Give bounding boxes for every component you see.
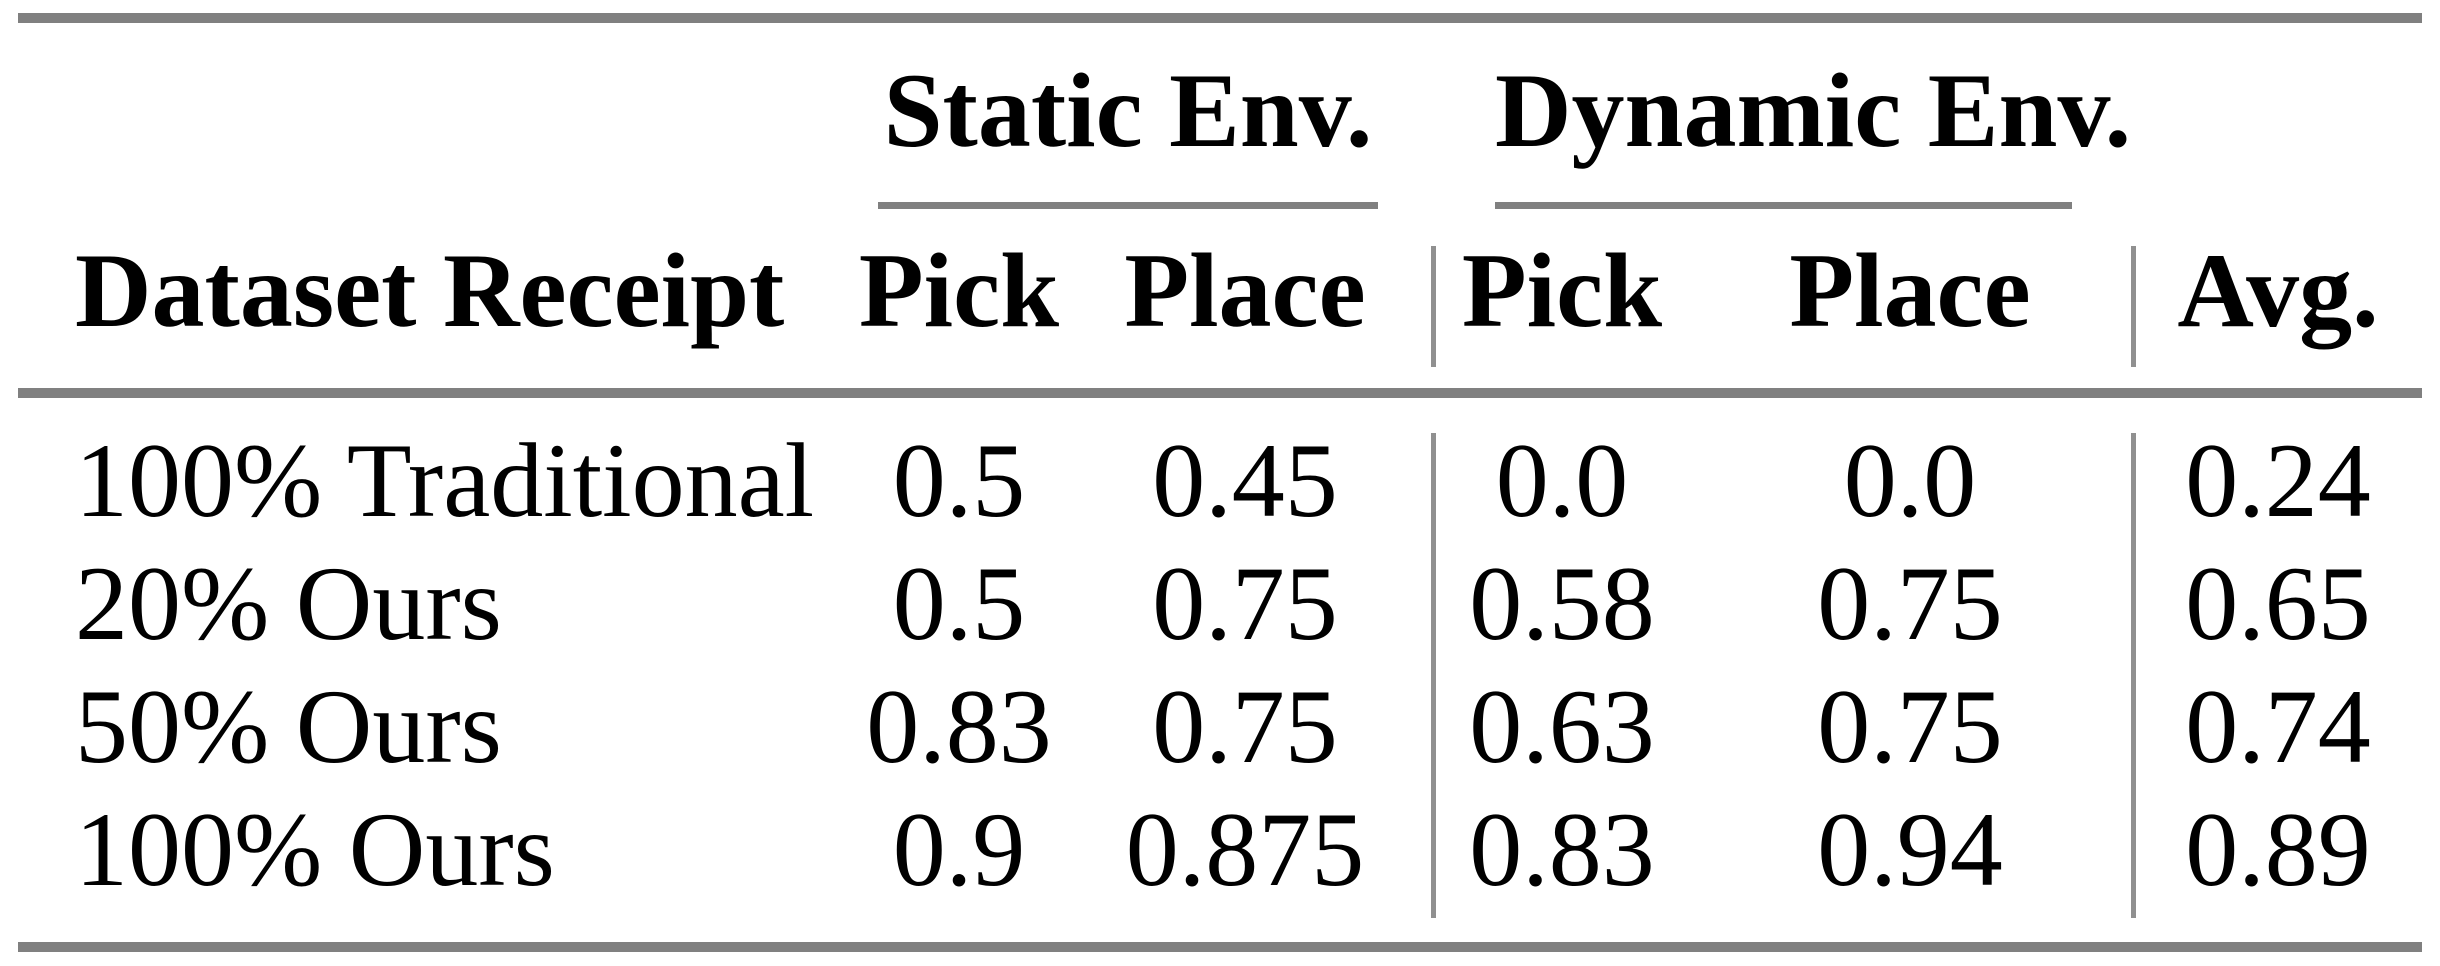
row-label: 100% Traditional bbox=[75, 422, 815, 539]
cell-dynamic-pick: 0.58 bbox=[1469, 545, 1655, 662]
group-header-static-env: Static Env. bbox=[883, 52, 1373, 169]
cell-dynamic-place: 0.75 bbox=[1817, 668, 2003, 785]
table-row: 20% Ours 0.5 0.75 0.58 0.75 0.65 bbox=[0, 542, 2440, 665]
cell-dynamic-pick: 0.0 bbox=[1495, 422, 1629, 539]
cell-static-pick: 0.5 bbox=[892, 422, 1026, 539]
cell-dynamic-pick: 0.83 bbox=[1469, 791, 1655, 908]
column-separator bbox=[2131, 246, 2136, 367]
column-header-static-pick: Pick bbox=[858, 232, 1060, 349]
dynamic-env-cmidrule bbox=[1495, 202, 2072, 209]
row-label: 50% Ours bbox=[75, 668, 502, 785]
cell-static-pick: 0.9 bbox=[892, 791, 1026, 908]
column-separator bbox=[1431, 246, 1436, 367]
group-header-dynamic-env: Dynamic Env. bbox=[1495, 52, 2132, 169]
column-separator bbox=[1431, 433, 1436, 918]
cell-dynamic-place: 0.75 bbox=[1817, 545, 2003, 662]
column-header-row: Dataset Receipt Pick Place Pick Place Av… bbox=[0, 228, 2440, 353]
cell-dynamic-place: 0.0 bbox=[1843, 422, 1977, 539]
column-header-dynamic-place: Place bbox=[1789, 232, 2031, 349]
table-row: 100% Traditional 0.5 0.45 0.0 0.0 0.24 bbox=[0, 419, 2440, 542]
bottom-rule bbox=[18, 942, 2422, 952]
cell-static-place: 0.45 bbox=[1152, 422, 1338, 539]
column-header-dynamic-pick: Pick bbox=[1461, 232, 1663, 349]
static-env-cmidrule bbox=[878, 202, 1378, 209]
cell-static-pick: 0.83 bbox=[866, 668, 1052, 785]
column-header-static-place: Place bbox=[1124, 232, 1366, 349]
cell-static-place: 0.875 bbox=[1125, 791, 1365, 908]
table-row: 50% Ours 0.83 0.75 0.63 0.75 0.74 bbox=[0, 665, 2440, 788]
table-row: 100% Ours 0.9 0.875 0.83 0.94 0.89 bbox=[0, 788, 2440, 911]
column-header-dataset-receipt: Dataset Receipt bbox=[75, 232, 785, 349]
cell-static-place: 0.75 bbox=[1152, 668, 1338, 785]
header-body-rule bbox=[18, 388, 2422, 398]
row-label: 100% Ours bbox=[75, 791, 555, 908]
row-label: 20% Ours bbox=[75, 545, 502, 662]
column-header-avg: Avg. bbox=[2177, 232, 2379, 349]
cell-dynamic-place: 0.94 bbox=[1817, 791, 2003, 908]
cell-avg: 0.89 bbox=[2185, 791, 2371, 908]
cell-avg: 0.24 bbox=[2185, 422, 2371, 539]
cell-static-pick: 0.5 bbox=[892, 545, 1026, 662]
cell-avg: 0.65 bbox=[2185, 545, 2371, 662]
cell-static-place: 0.75 bbox=[1152, 545, 1338, 662]
cell-dynamic-pick: 0.63 bbox=[1469, 668, 1655, 785]
cell-avg: 0.74 bbox=[2185, 668, 2371, 785]
top-rule bbox=[18, 13, 2422, 23]
column-separator bbox=[2131, 433, 2136, 918]
